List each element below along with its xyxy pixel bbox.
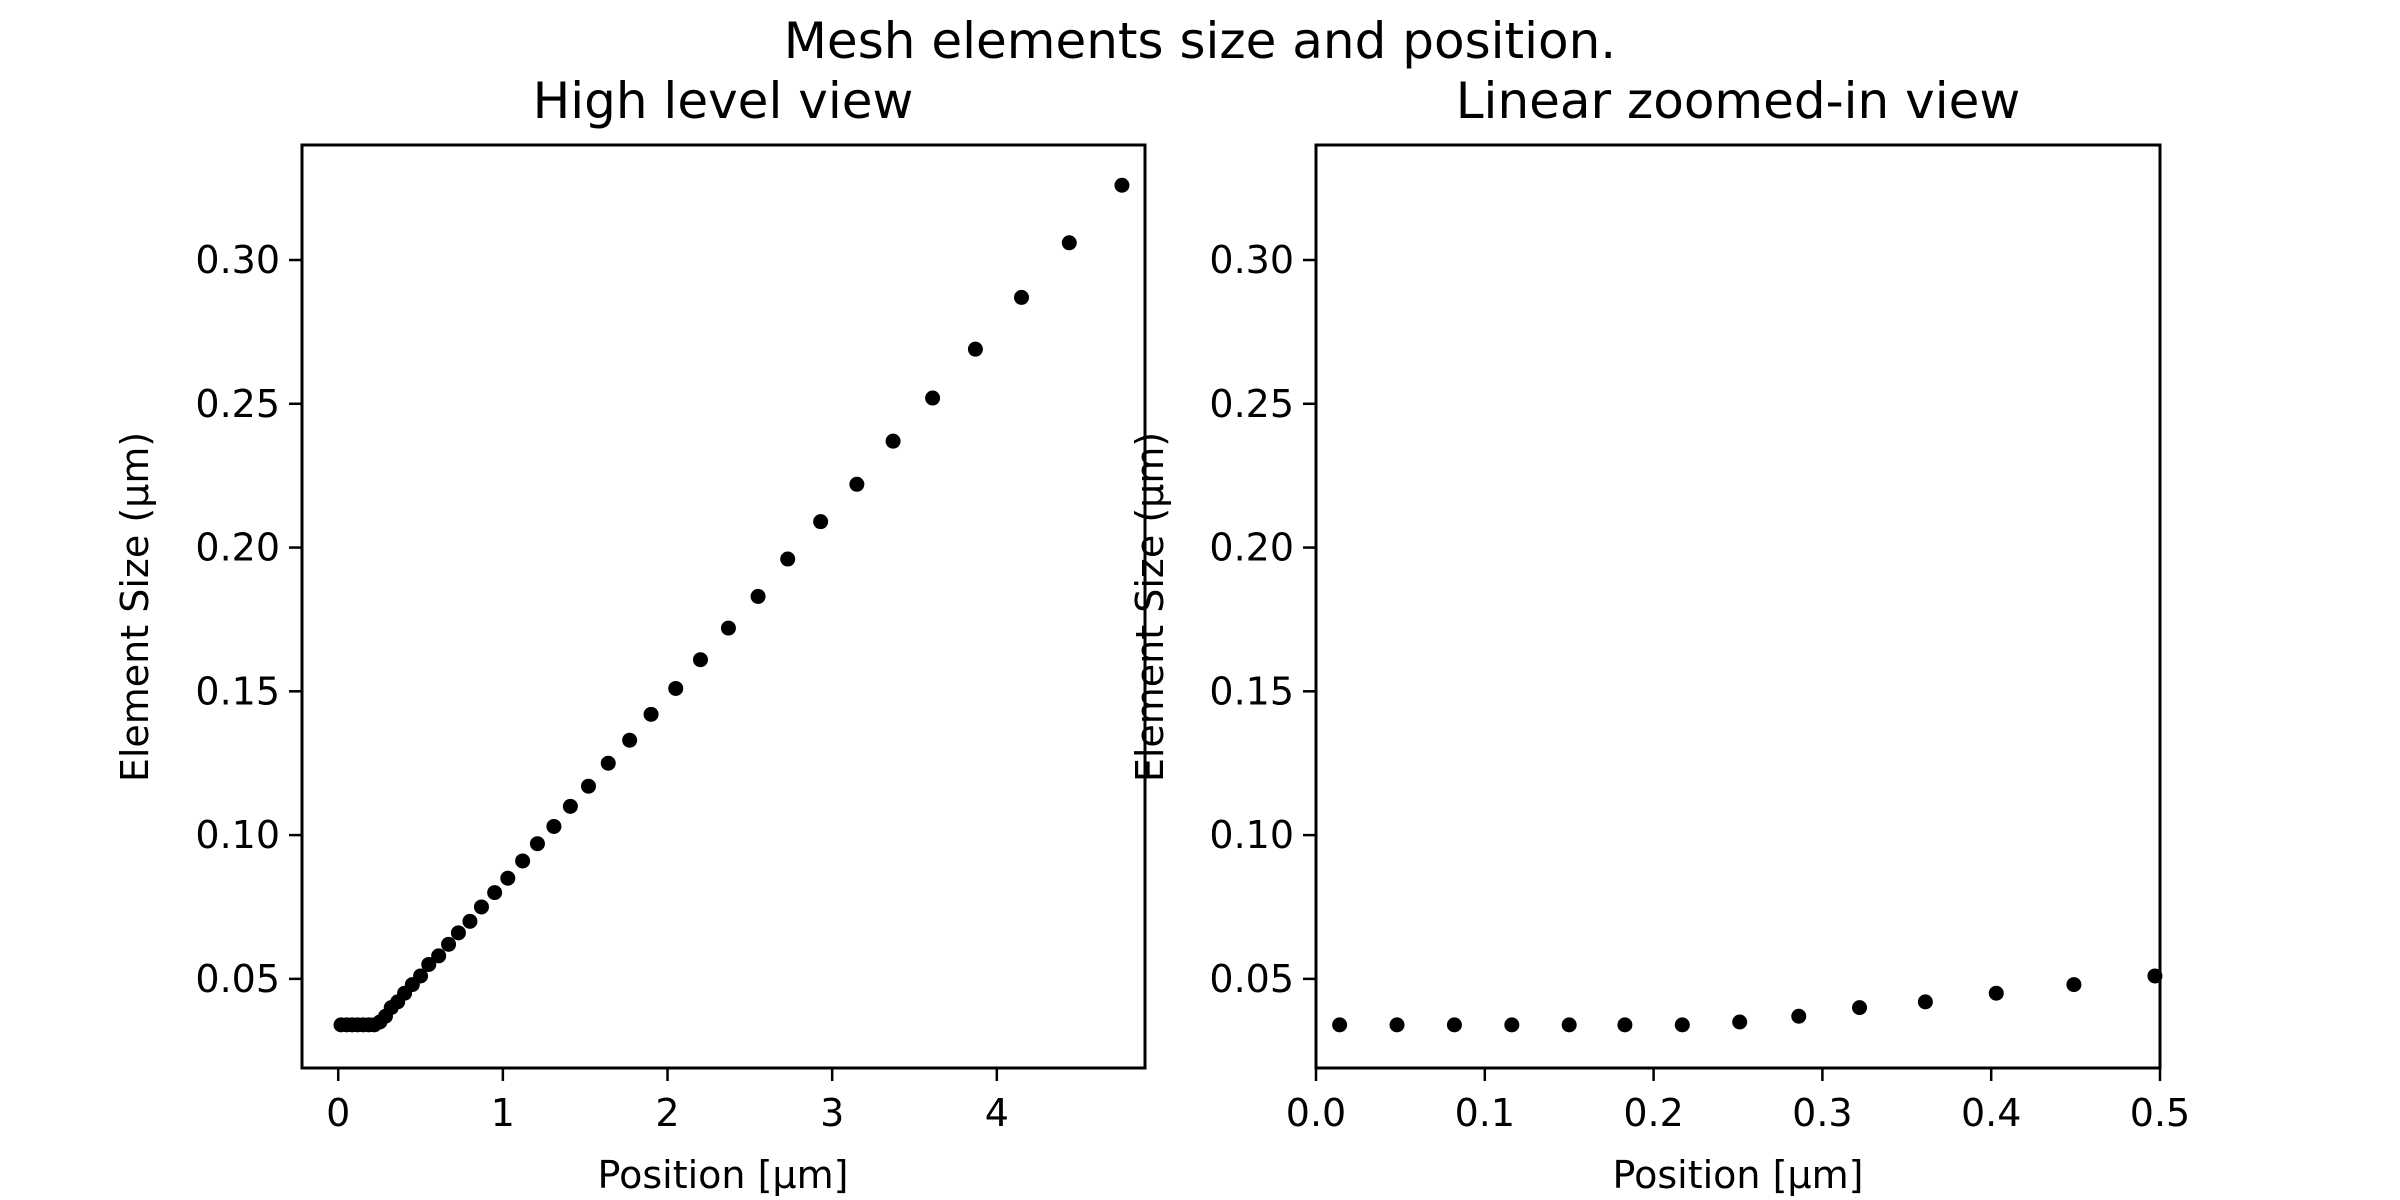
data-point xyxy=(2066,977,2082,993)
data-point xyxy=(487,885,503,901)
x-axis-label: Position [μm] xyxy=(1613,1153,1864,1197)
y-tick-label: 0.25 xyxy=(195,382,280,426)
data-point xyxy=(1389,1017,1405,1033)
panel-title: Linear zoomed-in view xyxy=(1456,72,2021,130)
panel-title: High level view xyxy=(533,72,914,130)
data-point xyxy=(1732,1014,1748,1030)
y-axis-label: Element Size (μm) xyxy=(113,432,157,782)
plot-frame xyxy=(300,143,1147,1070)
data-point xyxy=(529,836,545,852)
data-point xyxy=(462,913,478,929)
y-tick-label: 0.15 xyxy=(1209,669,1294,713)
data-point xyxy=(1674,1017,1690,1033)
figure-title: Mesh elements size and position. xyxy=(784,12,1616,70)
x-tick-label: 1 xyxy=(491,1091,515,1135)
data-point xyxy=(849,476,865,492)
x-tick-label: 0.5 xyxy=(2130,1091,2190,1135)
data-point xyxy=(1917,994,1933,1010)
data-point xyxy=(473,899,489,915)
data-point xyxy=(421,956,437,972)
data-point xyxy=(1504,1017,1520,1033)
x-tick-label: 0.2 xyxy=(1623,1091,1683,1135)
plot-frame xyxy=(1314,143,2162,1070)
data-point xyxy=(515,853,531,869)
data-point xyxy=(1561,1017,1577,1033)
data-point xyxy=(780,551,796,567)
axis-ticks: 0 1 2 3 4 0.05 0.10 0.15 0.20 0.25 0.30 xyxy=(195,238,1009,1135)
y-tick-label: 0.30 xyxy=(195,238,280,282)
data-point xyxy=(500,870,516,886)
data-point xyxy=(643,706,659,722)
data-point xyxy=(750,588,766,604)
y-tick-label: 0.25 xyxy=(1209,382,1294,426)
x-tick-label: 0 xyxy=(326,1091,350,1135)
y-tick-label: 0.30 xyxy=(1209,238,1294,282)
data-point xyxy=(1332,1017,1348,1033)
y-tick-label: 0.05 xyxy=(1209,957,1294,1001)
data-point xyxy=(600,755,616,771)
data-point xyxy=(692,652,708,668)
y-tick-label: 0.20 xyxy=(1209,526,1294,570)
panel-linear-zoomed-in-view: Linear zoomed-in view Position [μm] Elem… xyxy=(1128,72,2190,1197)
data-point xyxy=(1617,1017,1633,1033)
x-tick-label: 0.1 xyxy=(1455,1091,1515,1135)
data-point xyxy=(413,968,429,984)
y-tick-label: 0.05 xyxy=(195,957,280,1001)
data-point xyxy=(1014,289,1030,305)
x-axis-label: Position [μm] xyxy=(598,1153,849,1197)
x-tick-label: 3 xyxy=(820,1091,844,1135)
x-tick-label: 0.3 xyxy=(1792,1091,1852,1135)
y-axis-label: Element Size (μm) xyxy=(1128,432,1172,782)
data-point xyxy=(1114,177,1130,193)
y-tick-label: 0.20 xyxy=(195,526,280,570)
data-point xyxy=(668,680,684,696)
panel-high-level-view: High level view Position [μm] Element Si… xyxy=(113,72,1147,1197)
y-tick-label: 0.15 xyxy=(195,669,280,713)
data-point xyxy=(580,778,596,794)
scatter-series xyxy=(333,177,1130,1033)
y-tick-label: 0.10 xyxy=(1209,813,1294,857)
x-tick-label: 4 xyxy=(985,1091,1009,1135)
y-tick-label: 0.10 xyxy=(195,813,280,857)
x-tick-label: 2 xyxy=(655,1091,679,1135)
data-point xyxy=(622,732,638,748)
data-point xyxy=(450,925,466,941)
data-point xyxy=(1061,235,1077,251)
data-point xyxy=(1446,1017,1462,1033)
x-tick-label: 0.0 xyxy=(1286,1091,1346,1135)
data-point xyxy=(441,936,457,952)
data-point xyxy=(967,341,983,357)
data-point xyxy=(1852,1000,1868,1016)
data-point xyxy=(720,620,736,636)
data-point xyxy=(925,390,941,406)
data-point xyxy=(546,818,562,834)
data-point xyxy=(562,798,578,814)
data-point xyxy=(431,948,447,964)
data-point xyxy=(1988,985,2004,1001)
x-tick-label: 0.4 xyxy=(1961,1091,2021,1135)
data-point xyxy=(885,433,901,449)
axis-ticks: 0.0 0.1 0.2 0.3 0.4 0.5 0.05 0.10 0.15 0.20 0.25 0.… xyxy=(1209,238,2190,1135)
data-point xyxy=(813,514,829,530)
scatter-series xyxy=(1332,968,2163,1033)
data-point xyxy=(1791,1008,1807,1024)
